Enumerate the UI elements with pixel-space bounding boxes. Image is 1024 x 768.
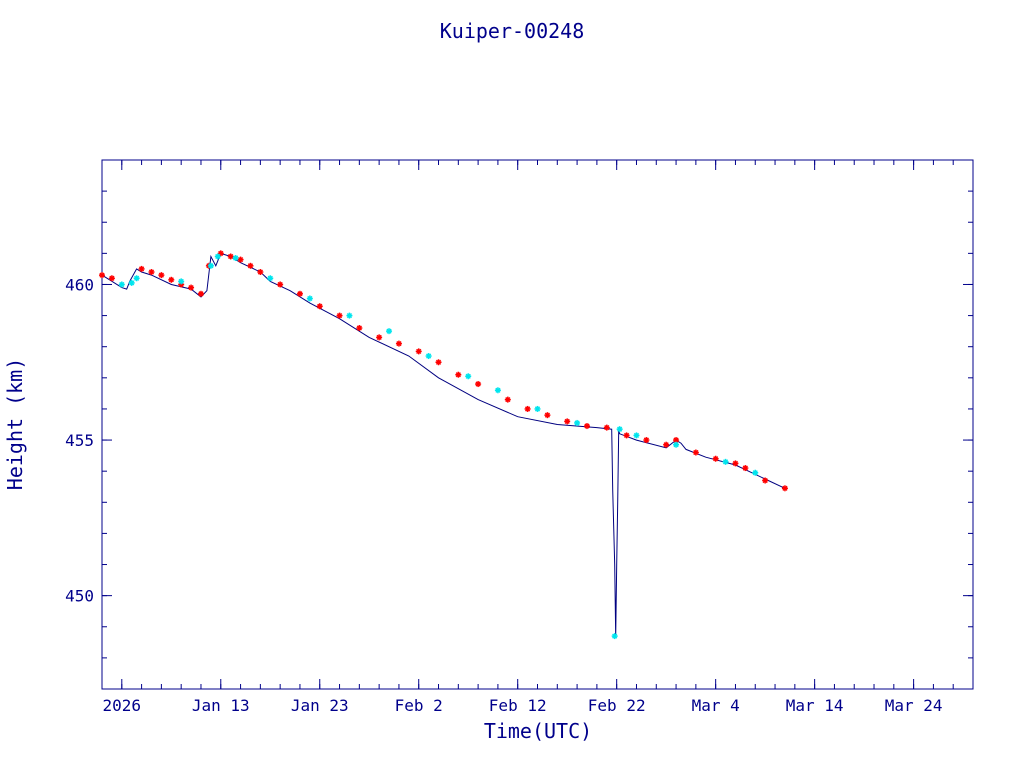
data-point (168, 276, 175, 283)
data-point (232, 255, 239, 262)
data-point (574, 419, 581, 426)
data-point (623, 432, 630, 439)
x-tick-label: Mar 14 (786, 696, 844, 715)
data-point (237, 256, 244, 263)
data-point (534, 405, 541, 412)
data-point (643, 437, 650, 444)
data-point (296, 290, 303, 297)
data-point (99, 272, 105, 279)
x-tick-label: Feb 22 (588, 696, 646, 715)
data-point (544, 412, 551, 419)
chart-title: Kuiper-00248 (440, 19, 585, 43)
series-layer (99, 250, 788, 640)
data-point (128, 279, 135, 286)
y-axis-label: Height (km) (3, 358, 27, 490)
data-point (356, 325, 363, 332)
x-tick-label: Feb 12 (489, 696, 547, 715)
data-point (178, 278, 185, 285)
data-point (214, 253, 221, 260)
data-point (583, 423, 590, 430)
data-point (197, 290, 204, 297)
data-point (722, 458, 729, 465)
x-tick-label: Jan 23 (291, 696, 349, 715)
data-point (247, 262, 254, 269)
data-point (138, 265, 145, 272)
data-point (611, 633, 618, 640)
x-tick-label: Feb 2 (395, 696, 443, 715)
data-point (306, 295, 313, 302)
data-point (158, 272, 165, 279)
data-point (524, 405, 531, 412)
data-point (732, 460, 739, 467)
data-point (752, 469, 759, 476)
data-point (692, 449, 699, 456)
data-point (148, 269, 155, 276)
data-point (257, 269, 264, 276)
data-point (504, 396, 511, 403)
data-point (673, 441, 680, 448)
y-tick-label: 455 (65, 431, 94, 450)
data-point (108, 275, 115, 282)
data-point (455, 371, 462, 378)
data-point (435, 359, 442, 366)
data-point (564, 418, 571, 425)
data-point (188, 284, 195, 291)
data-point (633, 432, 640, 439)
data-point (395, 340, 402, 347)
data-point (425, 353, 432, 360)
data-point (386, 328, 393, 335)
axis-tick-labels: 2026 Jan 13 Jan 23 Feb 2 Feb 12 Feb 22 Mar 4 Ma… (65, 275, 942, 715)
data-point (742, 465, 749, 472)
axis-ticks (101, 159, 974, 690)
data-point (762, 477, 769, 484)
data-point (267, 275, 274, 282)
x-tick-label: Mar 24 (885, 696, 943, 715)
x-tick-label: 2026 (103, 696, 142, 715)
data-point (673, 437, 680, 444)
data-point (118, 281, 125, 288)
data-point (227, 253, 234, 260)
data-point (494, 387, 501, 394)
data-point (277, 281, 284, 288)
data-point (663, 441, 670, 448)
data-point (415, 348, 422, 355)
series-line (101, 252, 786, 637)
data-point (217, 250, 224, 257)
data-point (616, 426, 623, 433)
y-tick-label: 460 (65, 275, 94, 294)
x-tick-label: Mar 4 (692, 696, 740, 715)
data-point (712, 455, 719, 462)
x-axis-label: Time(UTC) (484, 719, 592, 743)
data-point (465, 373, 472, 380)
data-point (133, 275, 140, 282)
y-tick-label: 450 (65, 587, 94, 606)
data-point (207, 262, 214, 269)
x-tick-label: Jan 13 (192, 696, 250, 715)
data-point (346, 312, 353, 319)
data-point (316, 303, 323, 310)
data-point (603, 424, 610, 431)
data-point (376, 334, 383, 341)
data-point (336, 312, 343, 319)
data-point (781, 485, 788, 492)
data-point (475, 381, 482, 388)
plot-frame (101, 159, 974, 690)
